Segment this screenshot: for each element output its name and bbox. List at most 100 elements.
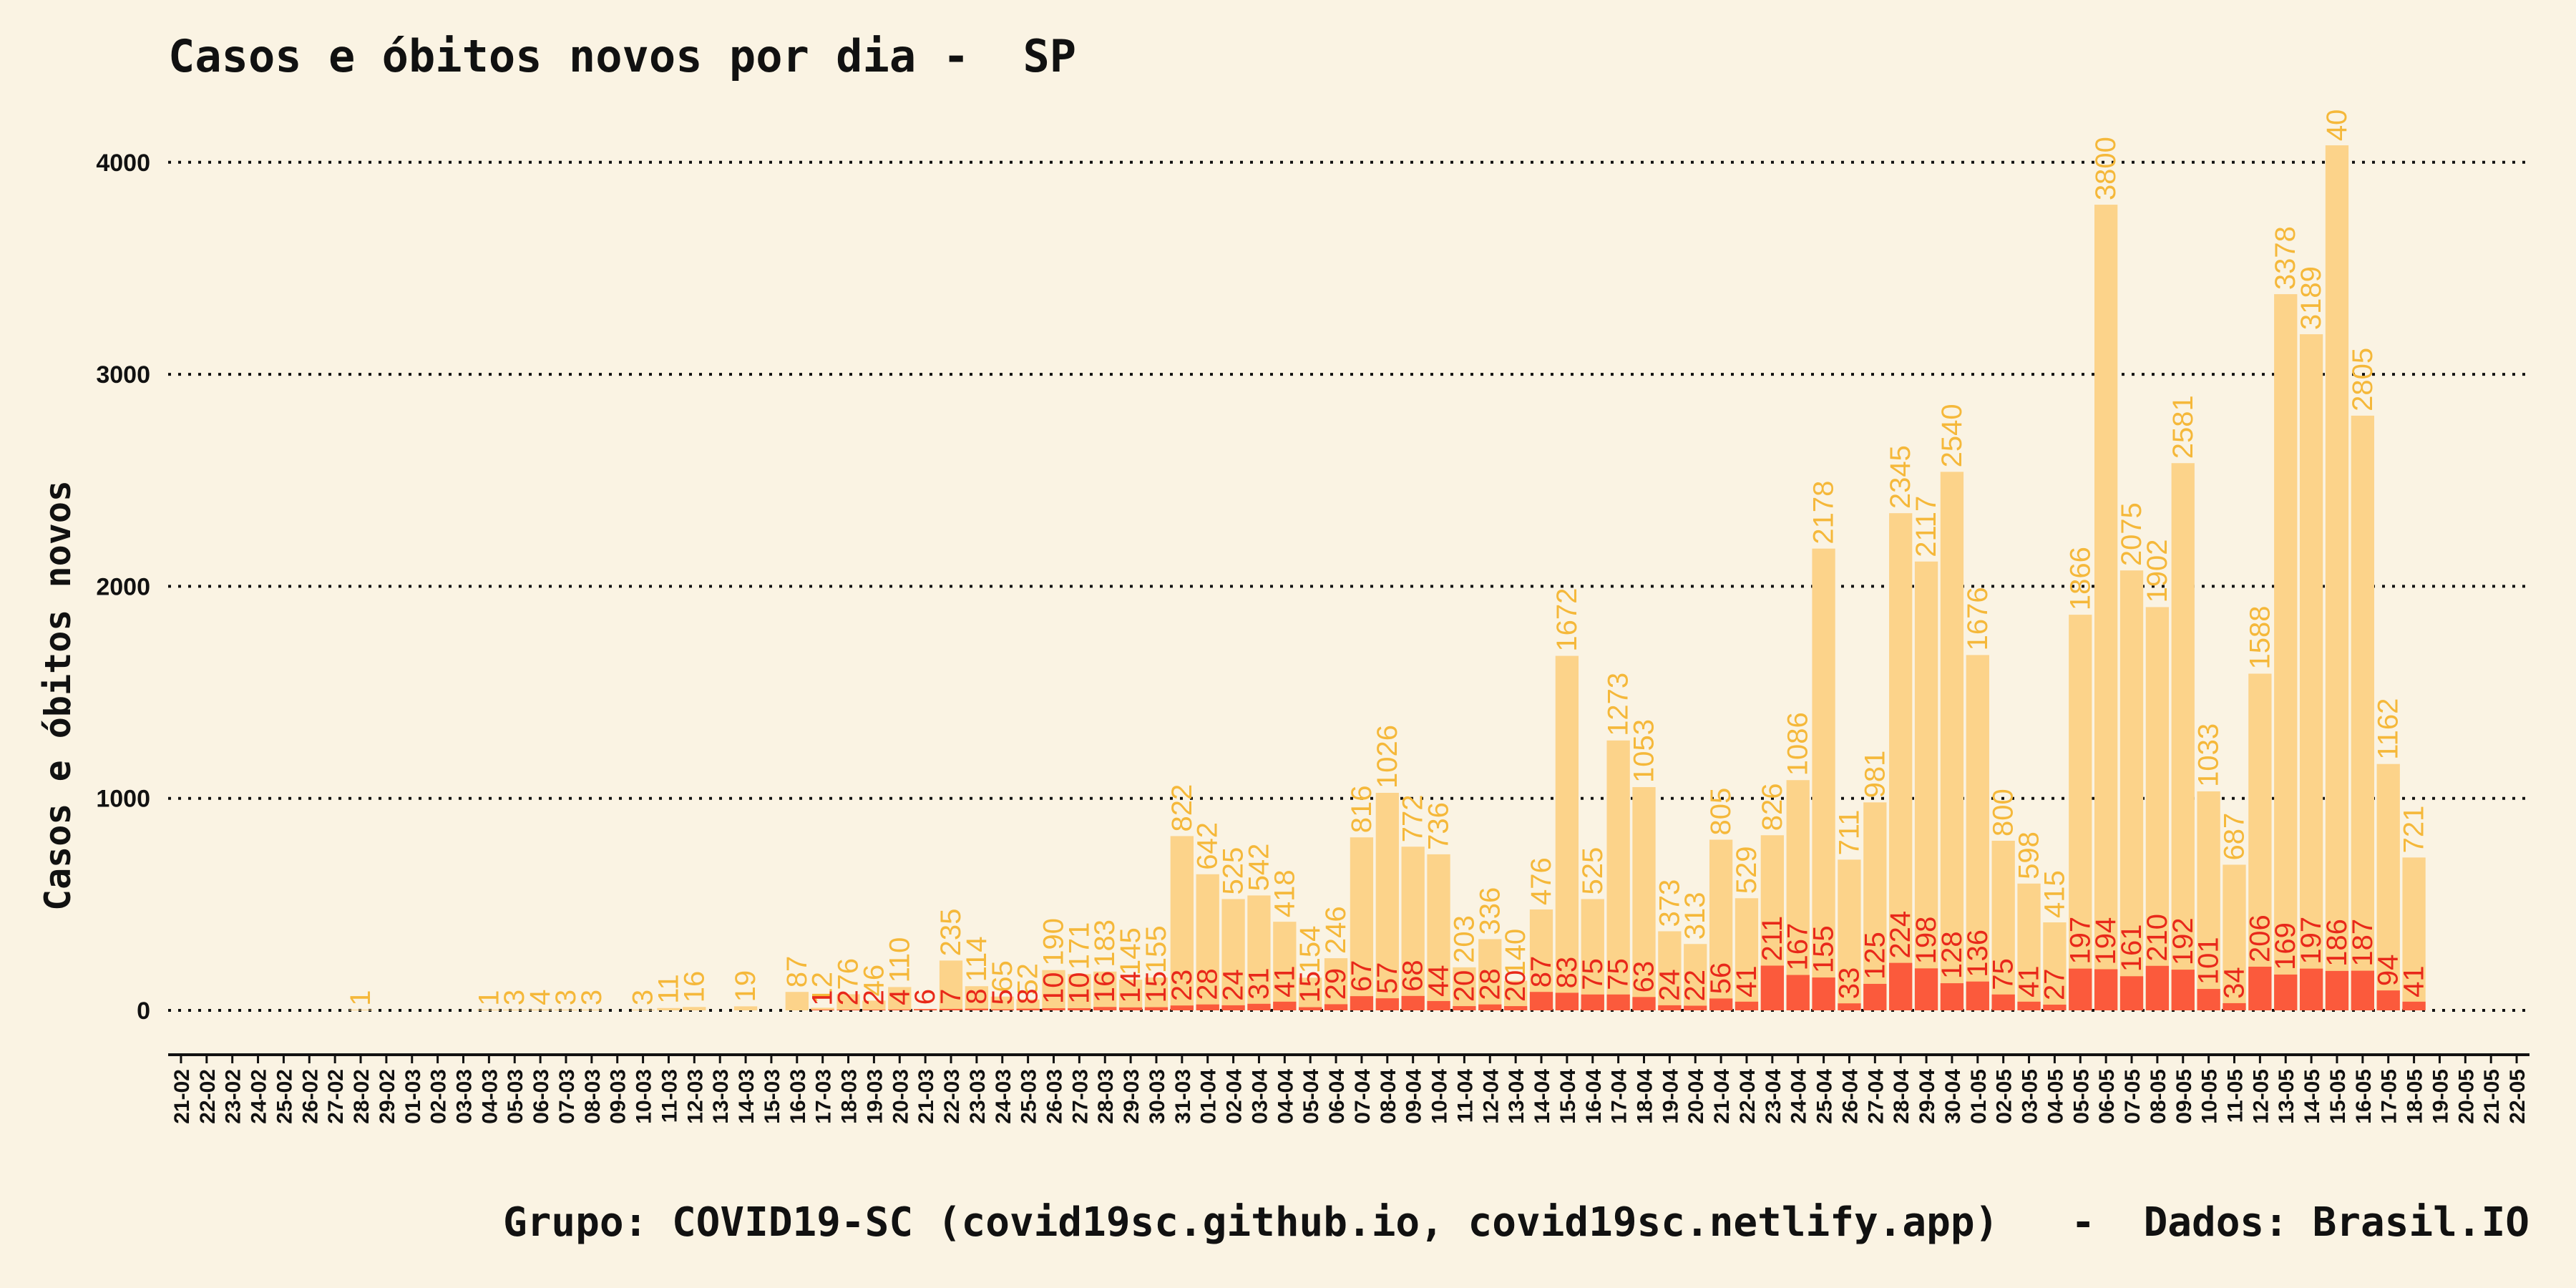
casos-bar xyxy=(2274,294,2298,1010)
casos-bar xyxy=(1863,802,1887,1010)
casos-value-label: 1866 xyxy=(2064,547,2096,610)
casos-bar xyxy=(1453,967,1476,1010)
casos-bar xyxy=(1401,847,1425,1010)
obitos-bar xyxy=(2017,1001,2041,1010)
casos-value-label: 110 xyxy=(884,937,915,983)
obitos-value-label: 27 xyxy=(2039,968,2070,1000)
obitos-value-label: 161 xyxy=(2116,924,2147,972)
y-tick-label: 0 xyxy=(137,997,150,1025)
casos-bar xyxy=(2299,334,2323,1010)
obitos-value-label: 68 xyxy=(1397,960,1429,992)
obitos-value-label: 194 xyxy=(2090,917,2122,965)
x-tick-label: 16-04 xyxy=(1582,1069,1606,1124)
x-tick-label: 08-03 xyxy=(581,1069,605,1124)
obitos-value-label: 41 xyxy=(2014,965,2045,997)
casos-bar xyxy=(2171,463,2195,1010)
casos-value-label: 87 xyxy=(781,956,813,988)
obitos-value-label: 197 xyxy=(2296,917,2327,965)
casos-value-label: 2178 xyxy=(1808,481,1840,545)
x-tick-label: 28-04 xyxy=(1890,1069,1913,1124)
obitos-value-label: 101 xyxy=(2193,937,2225,985)
x-tick-label: 21-02 xyxy=(170,1069,194,1124)
x-tick-label: 22-05 xyxy=(2506,1069,2529,1124)
y-ticks: 0 1000 2000 3000 4000 xyxy=(96,150,150,1025)
y-tick-label: 3000 xyxy=(96,361,150,389)
casos-bar xyxy=(1709,839,1733,1010)
casos-bar xyxy=(1632,786,1656,1010)
x-tick-label: 16-05 xyxy=(2352,1069,2376,1124)
casos-value-label: 2540 xyxy=(1936,404,1968,467)
x-tick-label: 03-05 xyxy=(2019,1069,2042,1124)
x-tick-label: 05-04 xyxy=(1299,1069,1323,1124)
x-tick-label: 28-03 xyxy=(1094,1069,1118,1124)
x-tick-label: 27-04 xyxy=(1864,1069,1888,1124)
x-tick-label: 18-05 xyxy=(2404,1069,2427,1124)
casos-value-label: 12 xyxy=(807,972,839,1004)
casos-bar xyxy=(1504,980,1528,1010)
obitos-value-label: 14 xyxy=(1115,971,1146,1003)
obitos-value-label: 94 xyxy=(2373,955,2404,987)
casos-value-label: 800 xyxy=(1988,789,2019,836)
obitos-bar xyxy=(1786,975,1810,1010)
casos-bar xyxy=(1555,655,1579,1010)
obitos-value-label: 75 xyxy=(1577,958,1609,990)
x-tick-label: 27-02 xyxy=(324,1069,348,1124)
obitos-value-label: 198 xyxy=(1911,917,1942,965)
x-tick-label: 26-03 xyxy=(1043,1069,1067,1124)
casos-value-label: 52 xyxy=(1013,963,1044,995)
x-tick-label: 21-03 xyxy=(914,1069,938,1124)
casos-value-label: 1 xyxy=(345,990,376,1005)
obitos-value-label: 24 xyxy=(1654,969,1685,1001)
casos-bar xyxy=(1273,922,1297,1010)
casos-bar xyxy=(836,994,860,1010)
obitos-bar xyxy=(1478,1004,1502,1010)
casos-bar xyxy=(1118,980,1143,1010)
x-tick-label: 14-03 xyxy=(735,1069,758,1124)
casos-value-label: 981 xyxy=(1859,751,1890,799)
x-tick-label: 22-03 xyxy=(940,1069,964,1124)
obitos-value-label: 2 xyxy=(833,990,864,1005)
casos-value-label: 246 xyxy=(1320,906,1352,954)
x-tick-label: 22-04 xyxy=(1736,1069,1760,1124)
obitos-bar xyxy=(2351,970,2374,1010)
casos-bar xyxy=(2325,145,2349,1011)
obitos-value-label: 28 xyxy=(1474,968,1506,1000)
x-tick-label: 17-04 xyxy=(1608,1069,1631,1124)
obitos-bar xyxy=(2171,970,2195,1010)
x-tick-label: 25-03 xyxy=(1018,1069,1041,1124)
x-tick-label: 29-04 xyxy=(1916,1069,1939,1124)
obitos-value-label: 22 xyxy=(1679,970,1711,1002)
x-tick-label: 23-04 xyxy=(1762,1069,1785,1124)
x-tick-label: 04-03 xyxy=(478,1069,502,1124)
casos-value-label: 65 xyxy=(987,960,1018,992)
x-tick-label: 08-04 xyxy=(1377,1069,1400,1124)
x-tick-label: 13-05 xyxy=(2275,1069,2298,1124)
x-tick-label: 14-04 xyxy=(1531,1069,1554,1124)
casos-bar xyxy=(1196,874,1219,1010)
casos-bar xyxy=(862,1000,886,1010)
casos-value-label: 336 xyxy=(1474,887,1506,935)
casos-value-label: 3 xyxy=(499,990,530,1005)
x-tick-label: 27-03 xyxy=(1068,1069,1092,1124)
obitos-bar xyxy=(1632,997,1656,1010)
obitos-bar xyxy=(1273,1001,1297,1010)
obitos-value-label: 8 xyxy=(1013,988,1044,1004)
obitos-bar xyxy=(1068,1008,1091,1010)
casos-value-label: 1676 xyxy=(1962,587,1994,650)
x-tick-label: 20-05 xyxy=(2454,1069,2478,1124)
obitos-value-label: 7 xyxy=(935,989,967,1005)
obitos-bar xyxy=(1118,1007,1143,1010)
obitos-bar xyxy=(914,1009,937,1010)
casos-value-label: 415 xyxy=(2039,870,2070,918)
casos-bar xyxy=(1375,792,1399,1010)
obitos-bar xyxy=(1838,1003,1861,1010)
x-tick-label: 10-03 xyxy=(633,1069,656,1124)
x-tick-label: 13-03 xyxy=(709,1069,733,1124)
x-tick-label: 01-04 xyxy=(1197,1069,1221,1124)
obitos-value-label: 41 xyxy=(2399,965,2430,997)
casos-bar xyxy=(965,986,989,1010)
casos-bar xyxy=(2223,864,2246,1010)
obitos-bar xyxy=(1914,968,1938,1010)
casos-value-label: 772 xyxy=(1397,795,1429,843)
